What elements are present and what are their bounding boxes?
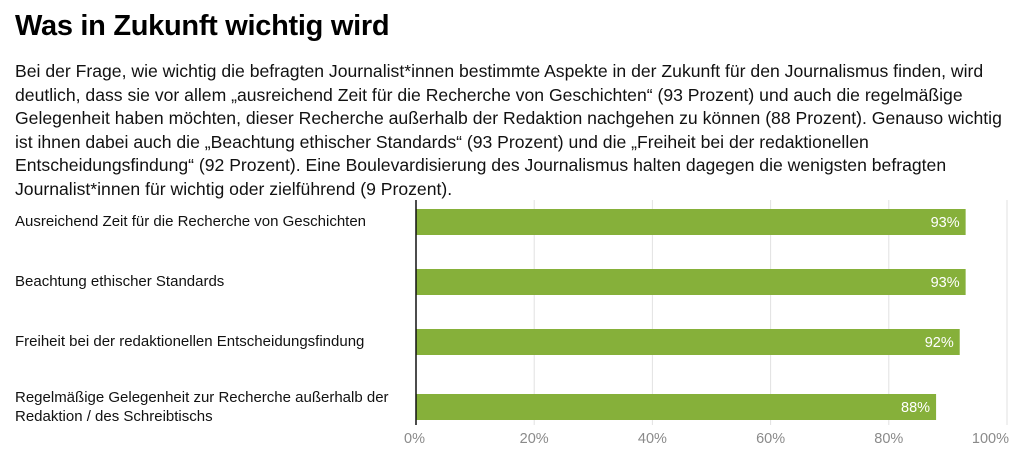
category-label: Freiheit bei der redaktionellen Entschei…: [15, 333, 365, 350]
bar: [416, 209, 966, 235]
x-tick-label: 80%: [874, 431, 903, 447]
x-tick-label: 100%: [972, 431, 1009, 447]
x-tick-label: 0%: [404, 431, 425, 447]
bar: [416, 329, 960, 355]
category-label: Regelmäßige Gelegenheit zur Recherche au…: [15, 389, 389, 425]
bar-value-label: 93%: [931, 275, 960, 291]
intro-paragraph: Bei der Frage, wie wichtig die befragten…: [15, 61, 1002, 199]
chart-title: Was in Zukunft wichtig wird: [15, 10, 390, 42]
bar: [416, 269, 966, 295]
bar-value-label: 93%: [931, 215, 960, 231]
bar: [416, 394, 937, 420]
category-label: Ausreichend Zeit für die Recherche von G…: [15, 213, 367, 230]
x-tick-label: 60%: [756, 431, 785, 447]
category-label: Beachtung ethischer Standards: [15, 273, 225, 290]
bar-value-label: 92%: [925, 335, 954, 351]
x-tick-label: 20%: [520, 431, 549, 447]
x-tick-label: 40%: [638, 431, 667, 447]
bar-value-label: 88%: [901, 400, 930, 416]
